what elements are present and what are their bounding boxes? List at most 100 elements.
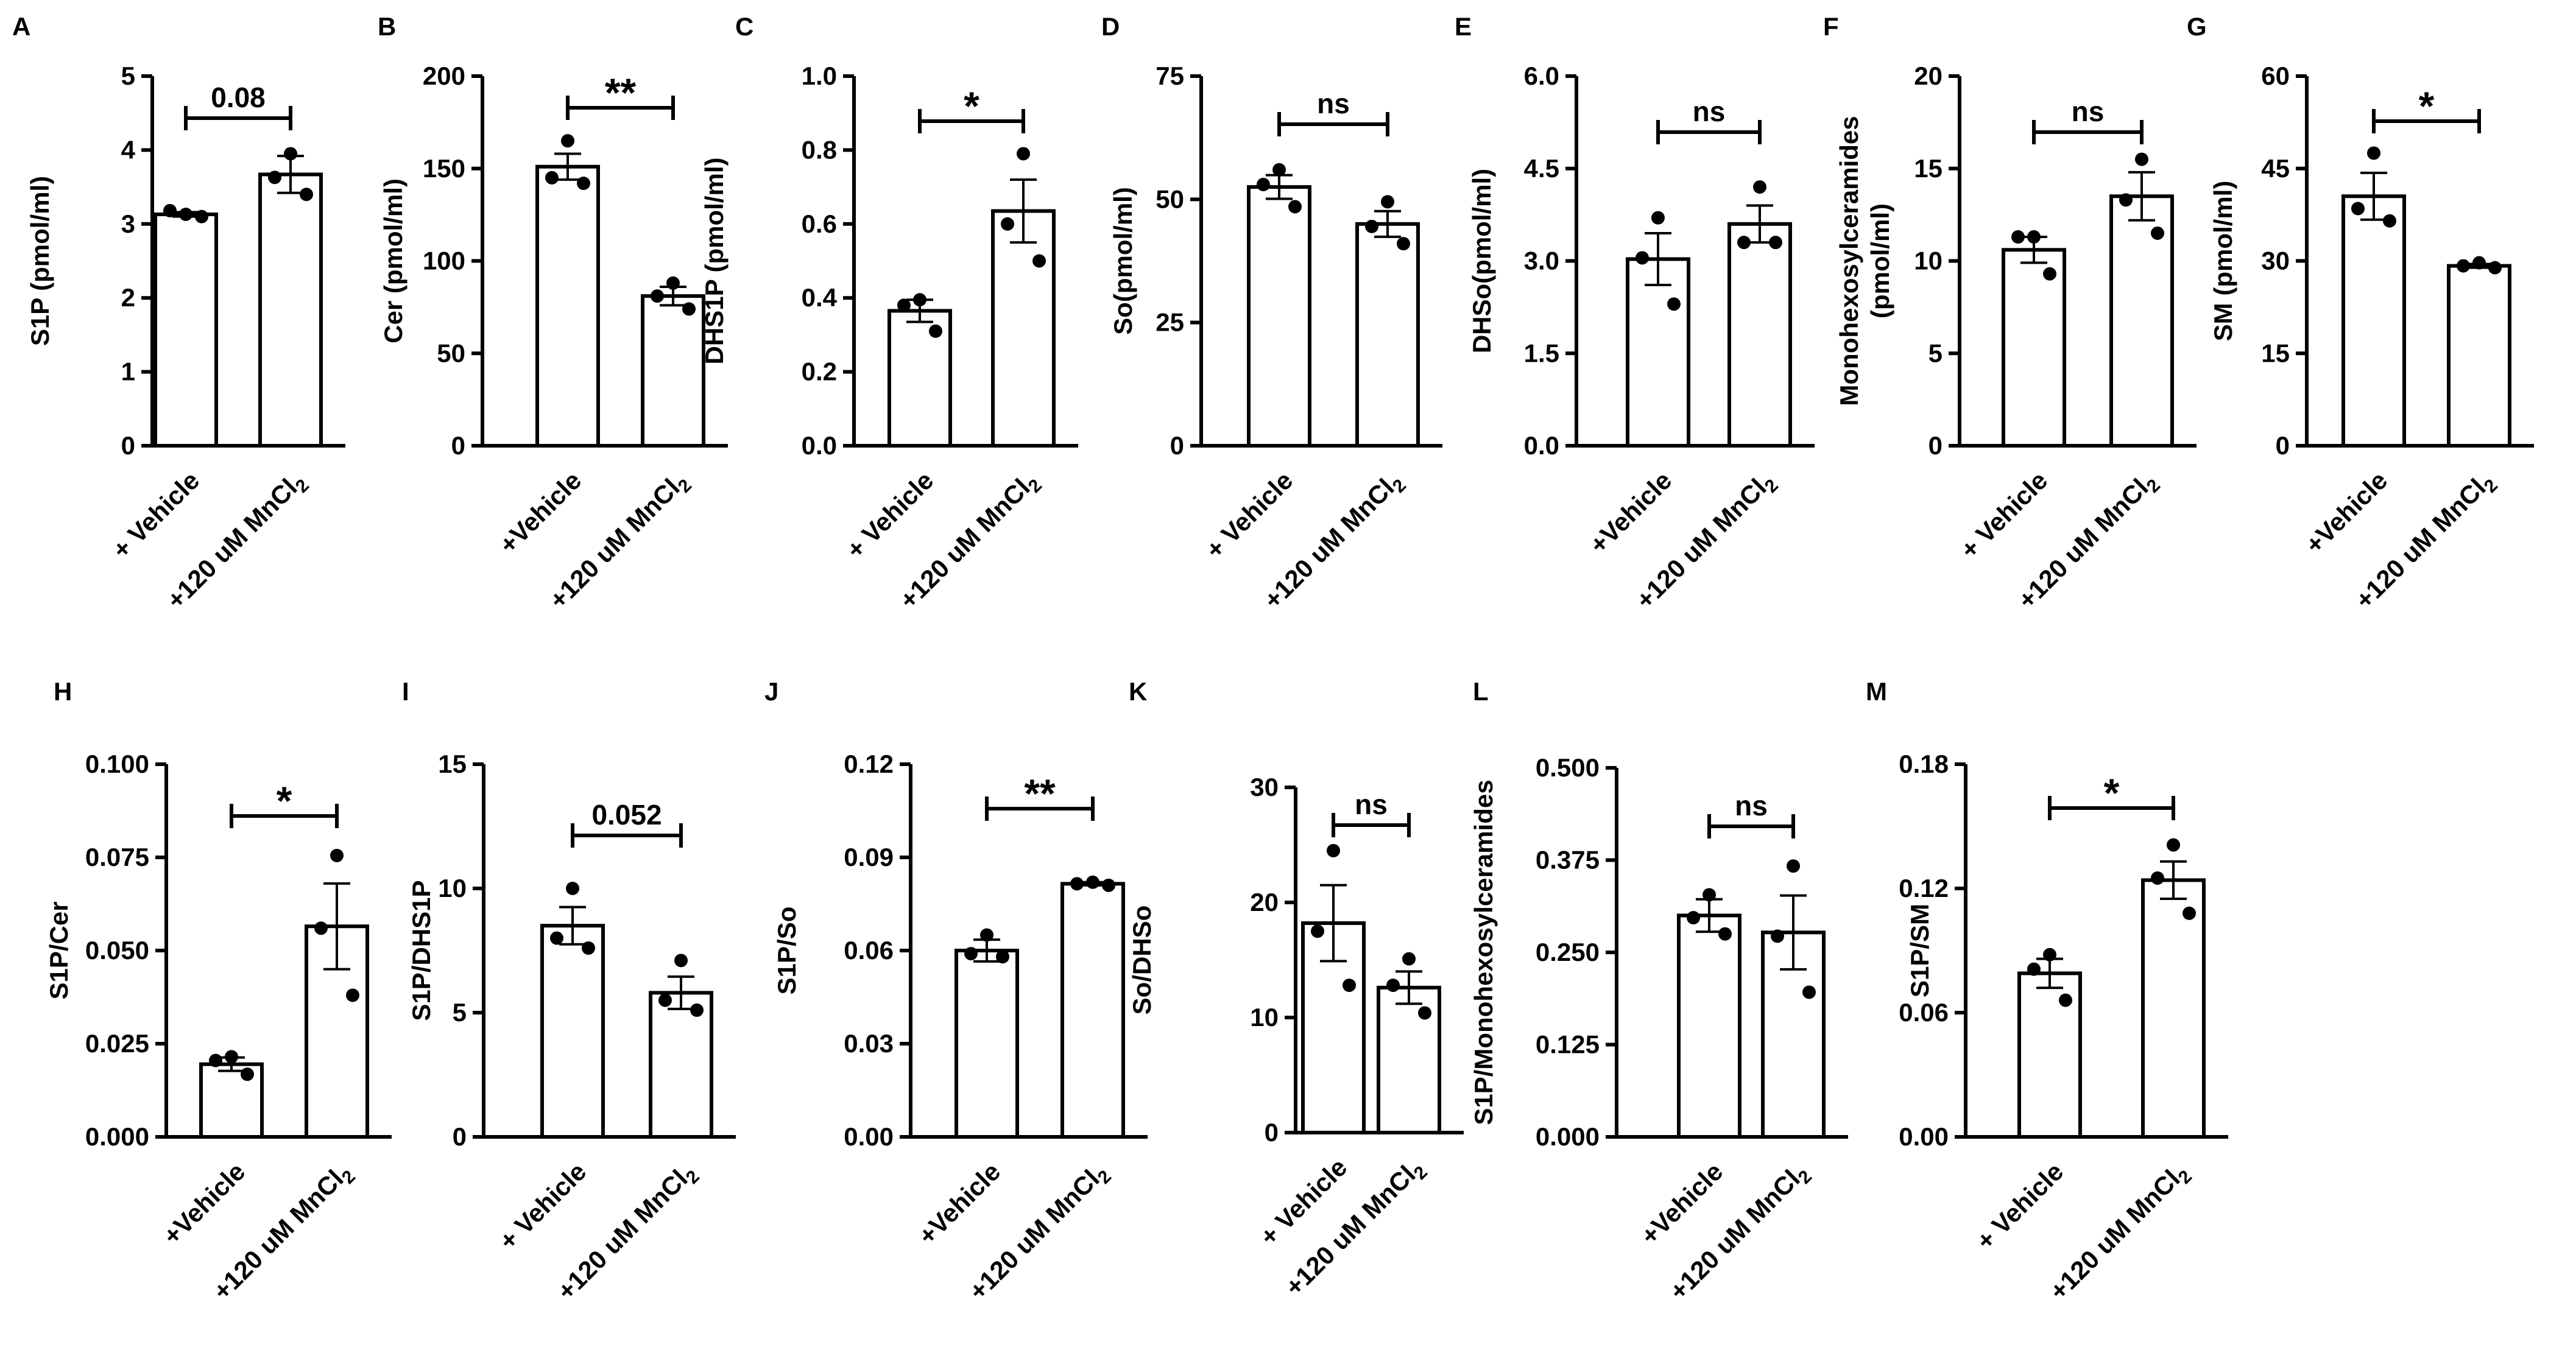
data-point[interactable] [1651, 211, 1665, 225]
bar[interactable] [1060, 882, 1125, 1139]
data-point[interactable] [1327, 843, 1340, 857]
x-category-subscript: 2 [1094, 1167, 1115, 1188]
data-point[interactable] [658, 993, 672, 1007]
bar[interactable] [258, 172, 323, 448]
data-point[interactable] [2043, 267, 2056, 281]
data-point[interactable] [284, 147, 297, 161]
data-point[interactable] [268, 171, 281, 185]
data-point[interactable] [996, 950, 1009, 964]
bar[interactable] [2341, 194, 2406, 448]
bar[interactable] [641, 294, 705, 448]
data-point[interactable] [1272, 163, 1286, 177]
data-point[interactable] [1257, 178, 1270, 192]
x-category-label: +Vehicle [1584, 466, 1677, 559]
data-point[interactable] [1636, 251, 1649, 265]
data-point[interactable] [674, 954, 688, 968]
bar[interactable] [991, 209, 1056, 448]
data-point[interactable] [1769, 236, 1782, 250]
data-point[interactable] [2151, 871, 2164, 885]
data-point[interactable] [1802, 985, 1816, 999]
data-point[interactable] [1343, 979, 1356, 993]
data-point[interactable] [1753, 180, 1766, 194]
data-point[interactable] [577, 177, 590, 191]
data-point[interactable] [2367, 146, 2380, 160]
data-point[interactable] [2027, 230, 2041, 244]
data-point[interactable] [179, 208, 192, 222]
data-point[interactable] [1667, 297, 1681, 311]
data-point[interactable] [195, 209, 208, 223]
data-point[interactable] [1787, 859, 1800, 873]
bar[interactable] [540, 924, 605, 1139]
data-point[interactable] [929, 324, 942, 338]
data-point[interactable] [2011, 230, 2025, 244]
data-point[interactable] [1737, 236, 1751, 250]
data-point[interactable] [2488, 261, 2502, 275]
data-point[interactable] [241, 1067, 254, 1081]
bar[interactable] [649, 991, 713, 1139]
data-point[interactable] [682, 302, 696, 316]
bar[interactable] [1626, 257, 1690, 448]
data-point[interactable] [2167, 838, 2180, 852]
data-point[interactable] [2119, 193, 2133, 207]
data-point[interactable] [2151, 226, 2164, 240]
data-point[interactable] [314, 921, 328, 935]
data-point[interactable] [1771, 929, 1784, 943]
data-point[interactable] [1017, 147, 1030, 161]
data-point[interactable] [897, 298, 911, 312]
data-point[interactable] [1070, 877, 1084, 891]
bar[interactable] [1677, 913, 1741, 1139]
data-point[interactable] [582, 941, 595, 955]
data-point[interactable] [1311, 924, 1324, 938]
data-point[interactable] [1288, 200, 1302, 214]
bar[interactable] [2002, 248, 2066, 448]
bar[interactable] [1247, 185, 1311, 448]
data-point[interactable] [1386, 979, 1400, 993]
data-point[interactable] [2043, 947, 2056, 962]
data-point[interactable] [2383, 214, 2396, 228]
data-point[interactable] [330, 848, 344, 862]
data-point[interactable] [1687, 911, 1700, 925]
data-point[interactable] [2457, 259, 2470, 273]
data-point[interactable] [2351, 202, 2365, 216]
bar[interactable] [887, 309, 952, 448]
data-point[interactable] [1086, 875, 1099, 889]
data-point[interactable] [651, 289, 664, 303]
bar[interactable] [1727, 222, 1792, 448]
data-point[interactable] [1718, 927, 1732, 941]
bar[interactable] [2141, 878, 2206, 1139]
data-point[interactable] [346, 988, 359, 1002]
data-point[interactable] [209, 1053, 222, 1067]
data-point[interactable] [225, 1050, 238, 1064]
bar[interactable] [2447, 264, 2511, 448]
data-point[interactable] [2183, 906, 2196, 920]
data-point[interactable] [1418, 1006, 1431, 1020]
data-point[interactable] [550, 931, 563, 945]
data-point[interactable] [2027, 962, 2041, 976]
data-point[interactable] [1703, 888, 1716, 902]
data-point[interactable] [913, 293, 926, 307]
data-point[interactable] [2472, 256, 2486, 270]
data-point[interactable] [1032, 254, 1046, 268]
data-point[interactable] [1397, 237, 1410, 251]
data-point[interactable] [980, 928, 993, 942]
x-category-label: + Vehicle [841, 466, 939, 564]
data-point[interactable] [566, 882, 579, 895]
bar[interactable] [1355, 222, 1420, 448]
data-point[interactable] [666, 276, 680, 290]
bar[interactable] [955, 949, 1019, 1139]
data-point[interactable] [690, 1003, 704, 1017]
data-point[interactable] [1102, 878, 1115, 892]
data-point[interactable] [561, 134, 574, 148]
data-point[interactable] [1381, 195, 1394, 209]
data-point[interactable] [1001, 217, 1014, 231]
data-point[interactable] [1402, 952, 1416, 966]
data-point[interactable] [1365, 219, 1378, 233]
data-point[interactable] [545, 171, 559, 185]
data-point[interactable] [964, 947, 978, 961]
bar[interactable] [535, 164, 600, 448]
data-point[interactable] [163, 203, 177, 217]
data-point[interactable] [300, 188, 313, 202]
bar[interactable] [154, 213, 218, 448]
data-point[interactable] [2059, 993, 2072, 1007]
data-point[interactable] [2135, 152, 2148, 166]
